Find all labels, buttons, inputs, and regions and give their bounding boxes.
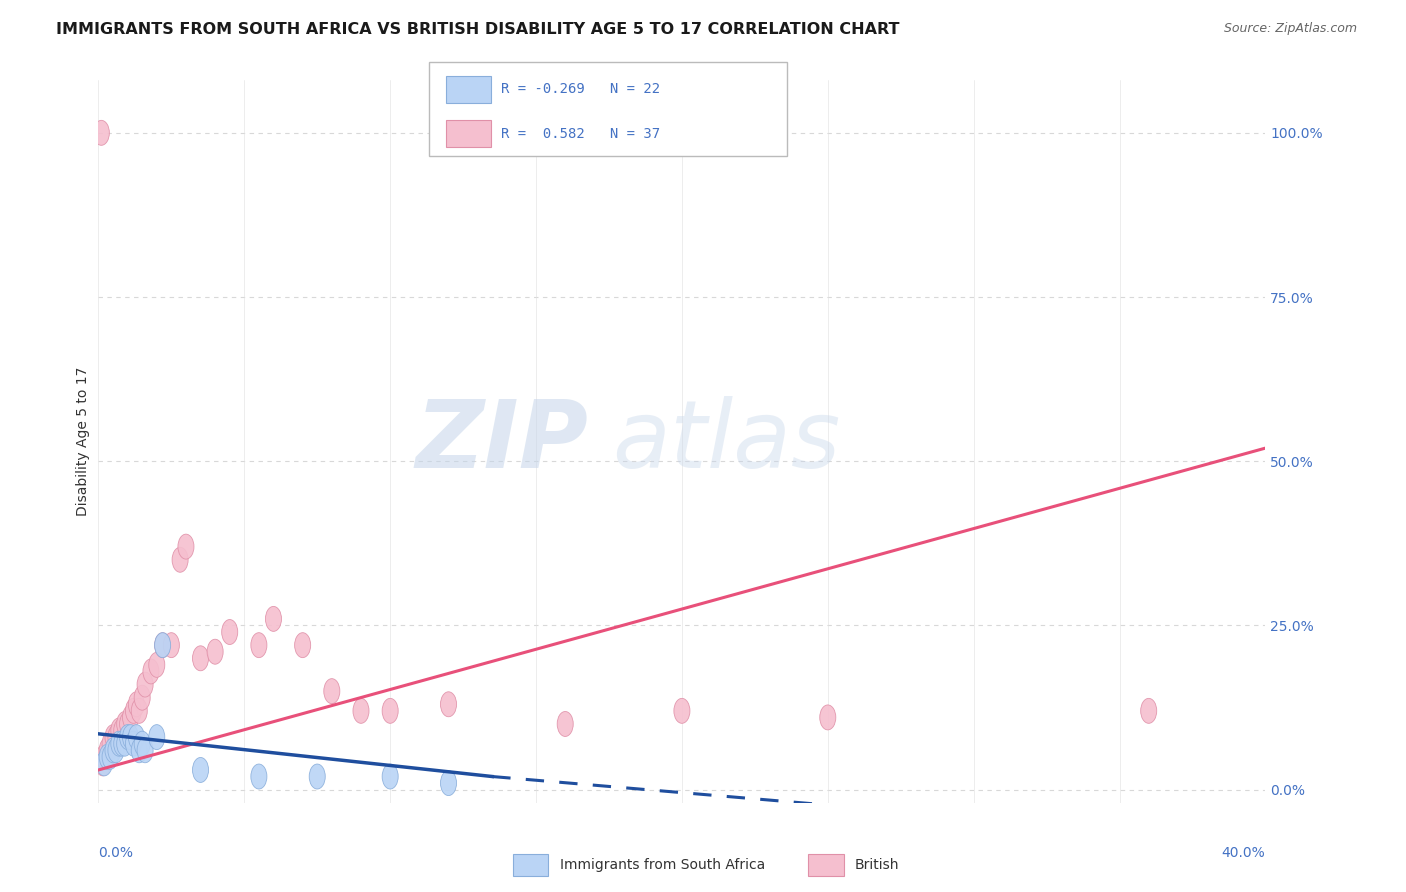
Ellipse shape bbox=[323, 679, 340, 704]
Ellipse shape bbox=[134, 685, 150, 710]
Ellipse shape bbox=[96, 751, 112, 776]
Ellipse shape bbox=[193, 757, 208, 782]
Ellipse shape bbox=[149, 652, 165, 677]
Ellipse shape bbox=[155, 632, 170, 657]
Ellipse shape bbox=[149, 724, 165, 749]
Ellipse shape bbox=[673, 698, 690, 723]
Ellipse shape bbox=[163, 632, 180, 657]
Ellipse shape bbox=[557, 712, 574, 737]
Ellipse shape bbox=[96, 744, 112, 769]
Text: R = -0.269   N = 22: R = -0.269 N = 22 bbox=[501, 82, 659, 96]
Text: ZIP: ZIP bbox=[416, 395, 589, 488]
Text: IMMIGRANTS FROM SOUTH AFRICA VS BRITISH DISABILITY AGE 5 TO 17 CORRELATION CHART: IMMIGRANTS FROM SOUTH AFRICA VS BRITISH … bbox=[56, 22, 900, 37]
Ellipse shape bbox=[222, 620, 238, 645]
Ellipse shape bbox=[122, 724, 139, 749]
Ellipse shape bbox=[114, 718, 129, 743]
Ellipse shape bbox=[134, 731, 150, 756]
Ellipse shape bbox=[266, 607, 281, 632]
Ellipse shape bbox=[207, 640, 224, 665]
Ellipse shape bbox=[93, 120, 110, 145]
Ellipse shape bbox=[128, 692, 145, 717]
Ellipse shape bbox=[105, 738, 121, 763]
Ellipse shape bbox=[125, 731, 142, 756]
Ellipse shape bbox=[120, 724, 135, 749]
Text: British: British bbox=[855, 858, 900, 871]
Text: atlas: atlas bbox=[612, 396, 841, 487]
Ellipse shape bbox=[103, 744, 118, 769]
Ellipse shape bbox=[128, 724, 145, 749]
Ellipse shape bbox=[100, 738, 115, 763]
Ellipse shape bbox=[117, 712, 132, 737]
Ellipse shape bbox=[193, 646, 208, 671]
Text: Immigrants from South Africa: Immigrants from South Africa bbox=[560, 858, 765, 871]
Ellipse shape bbox=[125, 698, 142, 723]
Ellipse shape bbox=[353, 698, 368, 723]
Ellipse shape bbox=[440, 692, 457, 717]
Ellipse shape bbox=[111, 731, 127, 756]
Y-axis label: Disability Age 5 to 17: Disability Age 5 to 17 bbox=[76, 367, 90, 516]
Ellipse shape bbox=[111, 718, 127, 743]
Ellipse shape bbox=[136, 738, 153, 763]
Ellipse shape bbox=[179, 534, 194, 559]
Ellipse shape bbox=[103, 731, 118, 756]
Ellipse shape bbox=[122, 705, 139, 730]
Ellipse shape bbox=[131, 738, 148, 763]
Ellipse shape bbox=[309, 764, 325, 789]
Ellipse shape bbox=[94, 751, 111, 776]
Ellipse shape bbox=[250, 632, 267, 657]
Ellipse shape bbox=[131, 698, 148, 723]
Ellipse shape bbox=[117, 731, 132, 756]
Ellipse shape bbox=[100, 744, 115, 769]
Ellipse shape bbox=[136, 672, 153, 697]
Ellipse shape bbox=[250, 764, 267, 789]
Ellipse shape bbox=[114, 731, 129, 756]
Ellipse shape bbox=[108, 724, 124, 749]
Ellipse shape bbox=[155, 632, 170, 657]
Ellipse shape bbox=[105, 724, 121, 749]
Text: 0.0%: 0.0% bbox=[98, 847, 134, 860]
Text: Source: ZipAtlas.com: Source: ZipAtlas.com bbox=[1223, 22, 1357, 36]
Ellipse shape bbox=[382, 764, 398, 789]
Ellipse shape bbox=[1140, 698, 1157, 723]
Ellipse shape bbox=[820, 705, 835, 730]
Ellipse shape bbox=[440, 771, 457, 796]
Text: 40.0%: 40.0% bbox=[1222, 847, 1265, 860]
Ellipse shape bbox=[172, 548, 188, 573]
Ellipse shape bbox=[108, 738, 124, 763]
Text: R =  0.582   N = 37: R = 0.582 N = 37 bbox=[501, 127, 659, 141]
Ellipse shape bbox=[295, 632, 311, 657]
Ellipse shape bbox=[120, 712, 135, 737]
Ellipse shape bbox=[143, 659, 159, 684]
Ellipse shape bbox=[382, 698, 398, 723]
